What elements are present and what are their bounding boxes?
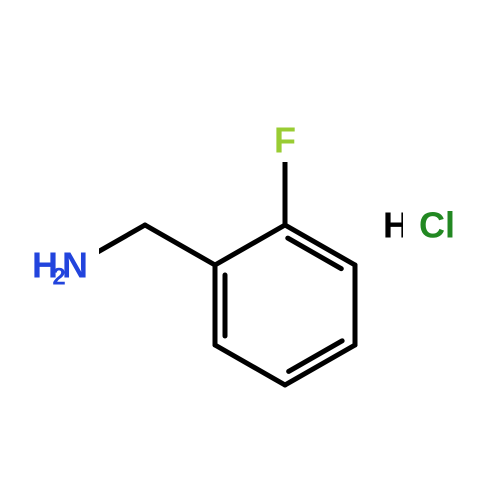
atom-F: F bbox=[261, 118, 309, 162]
atom-N-hsub: 2 bbox=[52, 264, 65, 291]
atom-F-symbol: F bbox=[274, 120, 296, 161]
atom-HCl_Cl-symbol: Cl bbox=[419, 205, 455, 246]
atom-N-symbol: N bbox=[62, 245, 88, 286]
atom-HCl_Cl: Cl bbox=[403, 203, 471, 247]
atom-N: NH2 bbox=[23, 243, 99, 291]
